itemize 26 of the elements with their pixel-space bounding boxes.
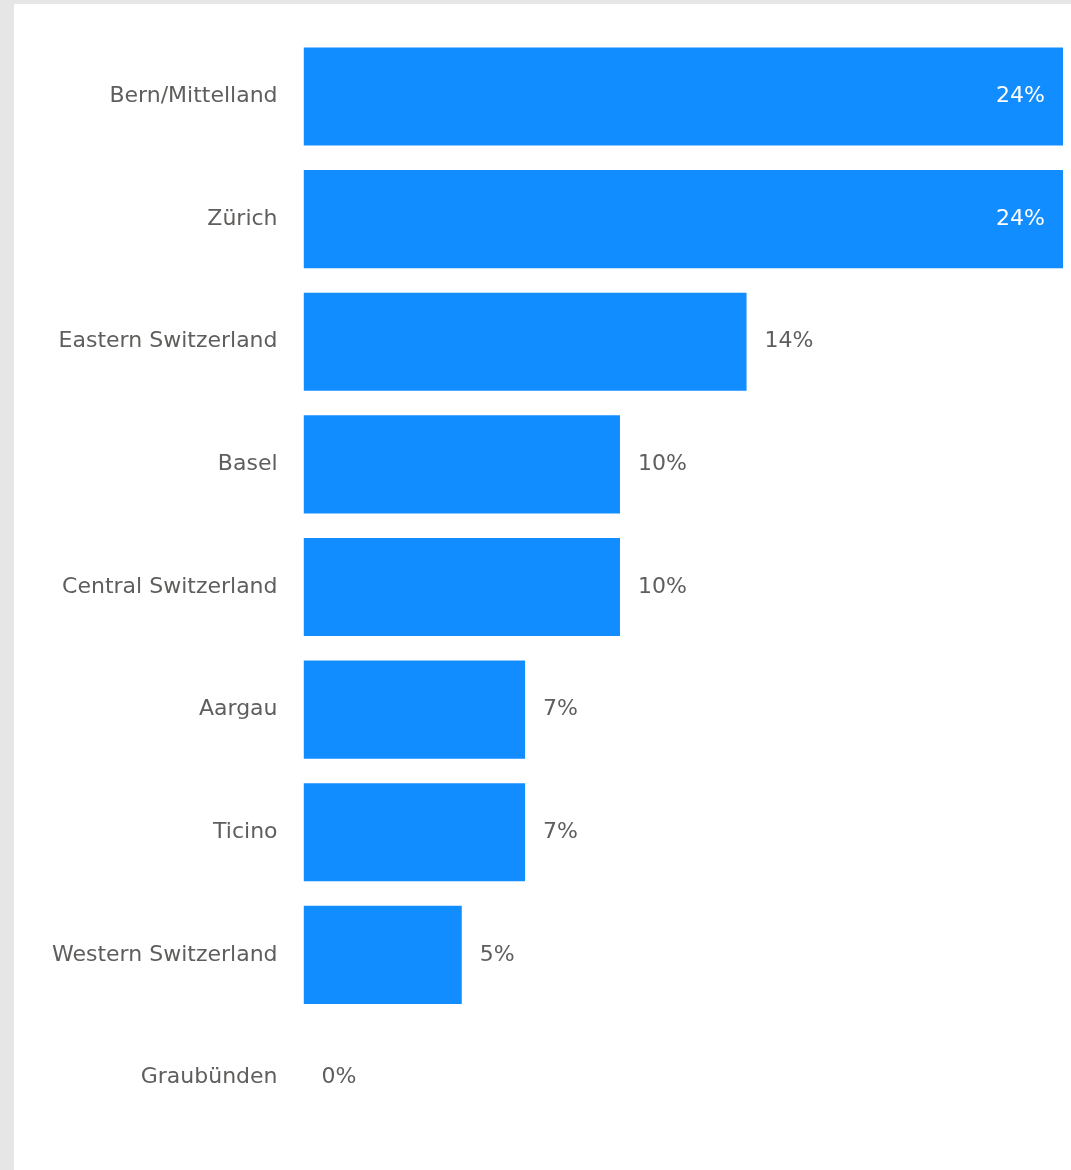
y-tick-label: Eastern Switzerland xyxy=(58,327,278,353)
bar xyxy=(303,537,620,637)
data-label: 10% xyxy=(637,450,687,476)
y-tick-label: Central Switzerland xyxy=(62,572,278,598)
y-tick-label: Zürich xyxy=(207,204,278,230)
y-tick-label: Bern/Mittelland xyxy=(109,82,278,108)
data-label: 7% xyxy=(543,817,578,843)
data-label: 24% xyxy=(996,82,1045,108)
bar xyxy=(303,292,747,391)
bar xyxy=(303,415,620,514)
y-tick-label: Aargau xyxy=(198,695,278,721)
y-tick-label: Western Switzerland xyxy=(52,940,278,966)
data-label: 24% xyxy=(996,204,1045,230)
bar xyxy=(303,905,462,1004)
data-label: 0% xyxy=(321,1063,357,1089)
bar xyxy=(303,47,1063,146)
bar xyxy=(303,170,1063,269)
data-label: 14% xyxy=(764,327,814,353)
data-label: 7% xyxy=(543,695,578,721)
bar xyxy=(303,783,526,882)
y-tick-label: Ticino xyxy=(212,817,278,843)
data-label: 10% xyxy=(637,572,687,598)
bar xyxy=(303,660,526,759)
y-tick-label: Basel xyxy=(217,450,278,476)
y-tick-label: Graubünden xyxy=(140,1063,278,1089)
data-label: 5% xyxy=(479,940,515,966)
